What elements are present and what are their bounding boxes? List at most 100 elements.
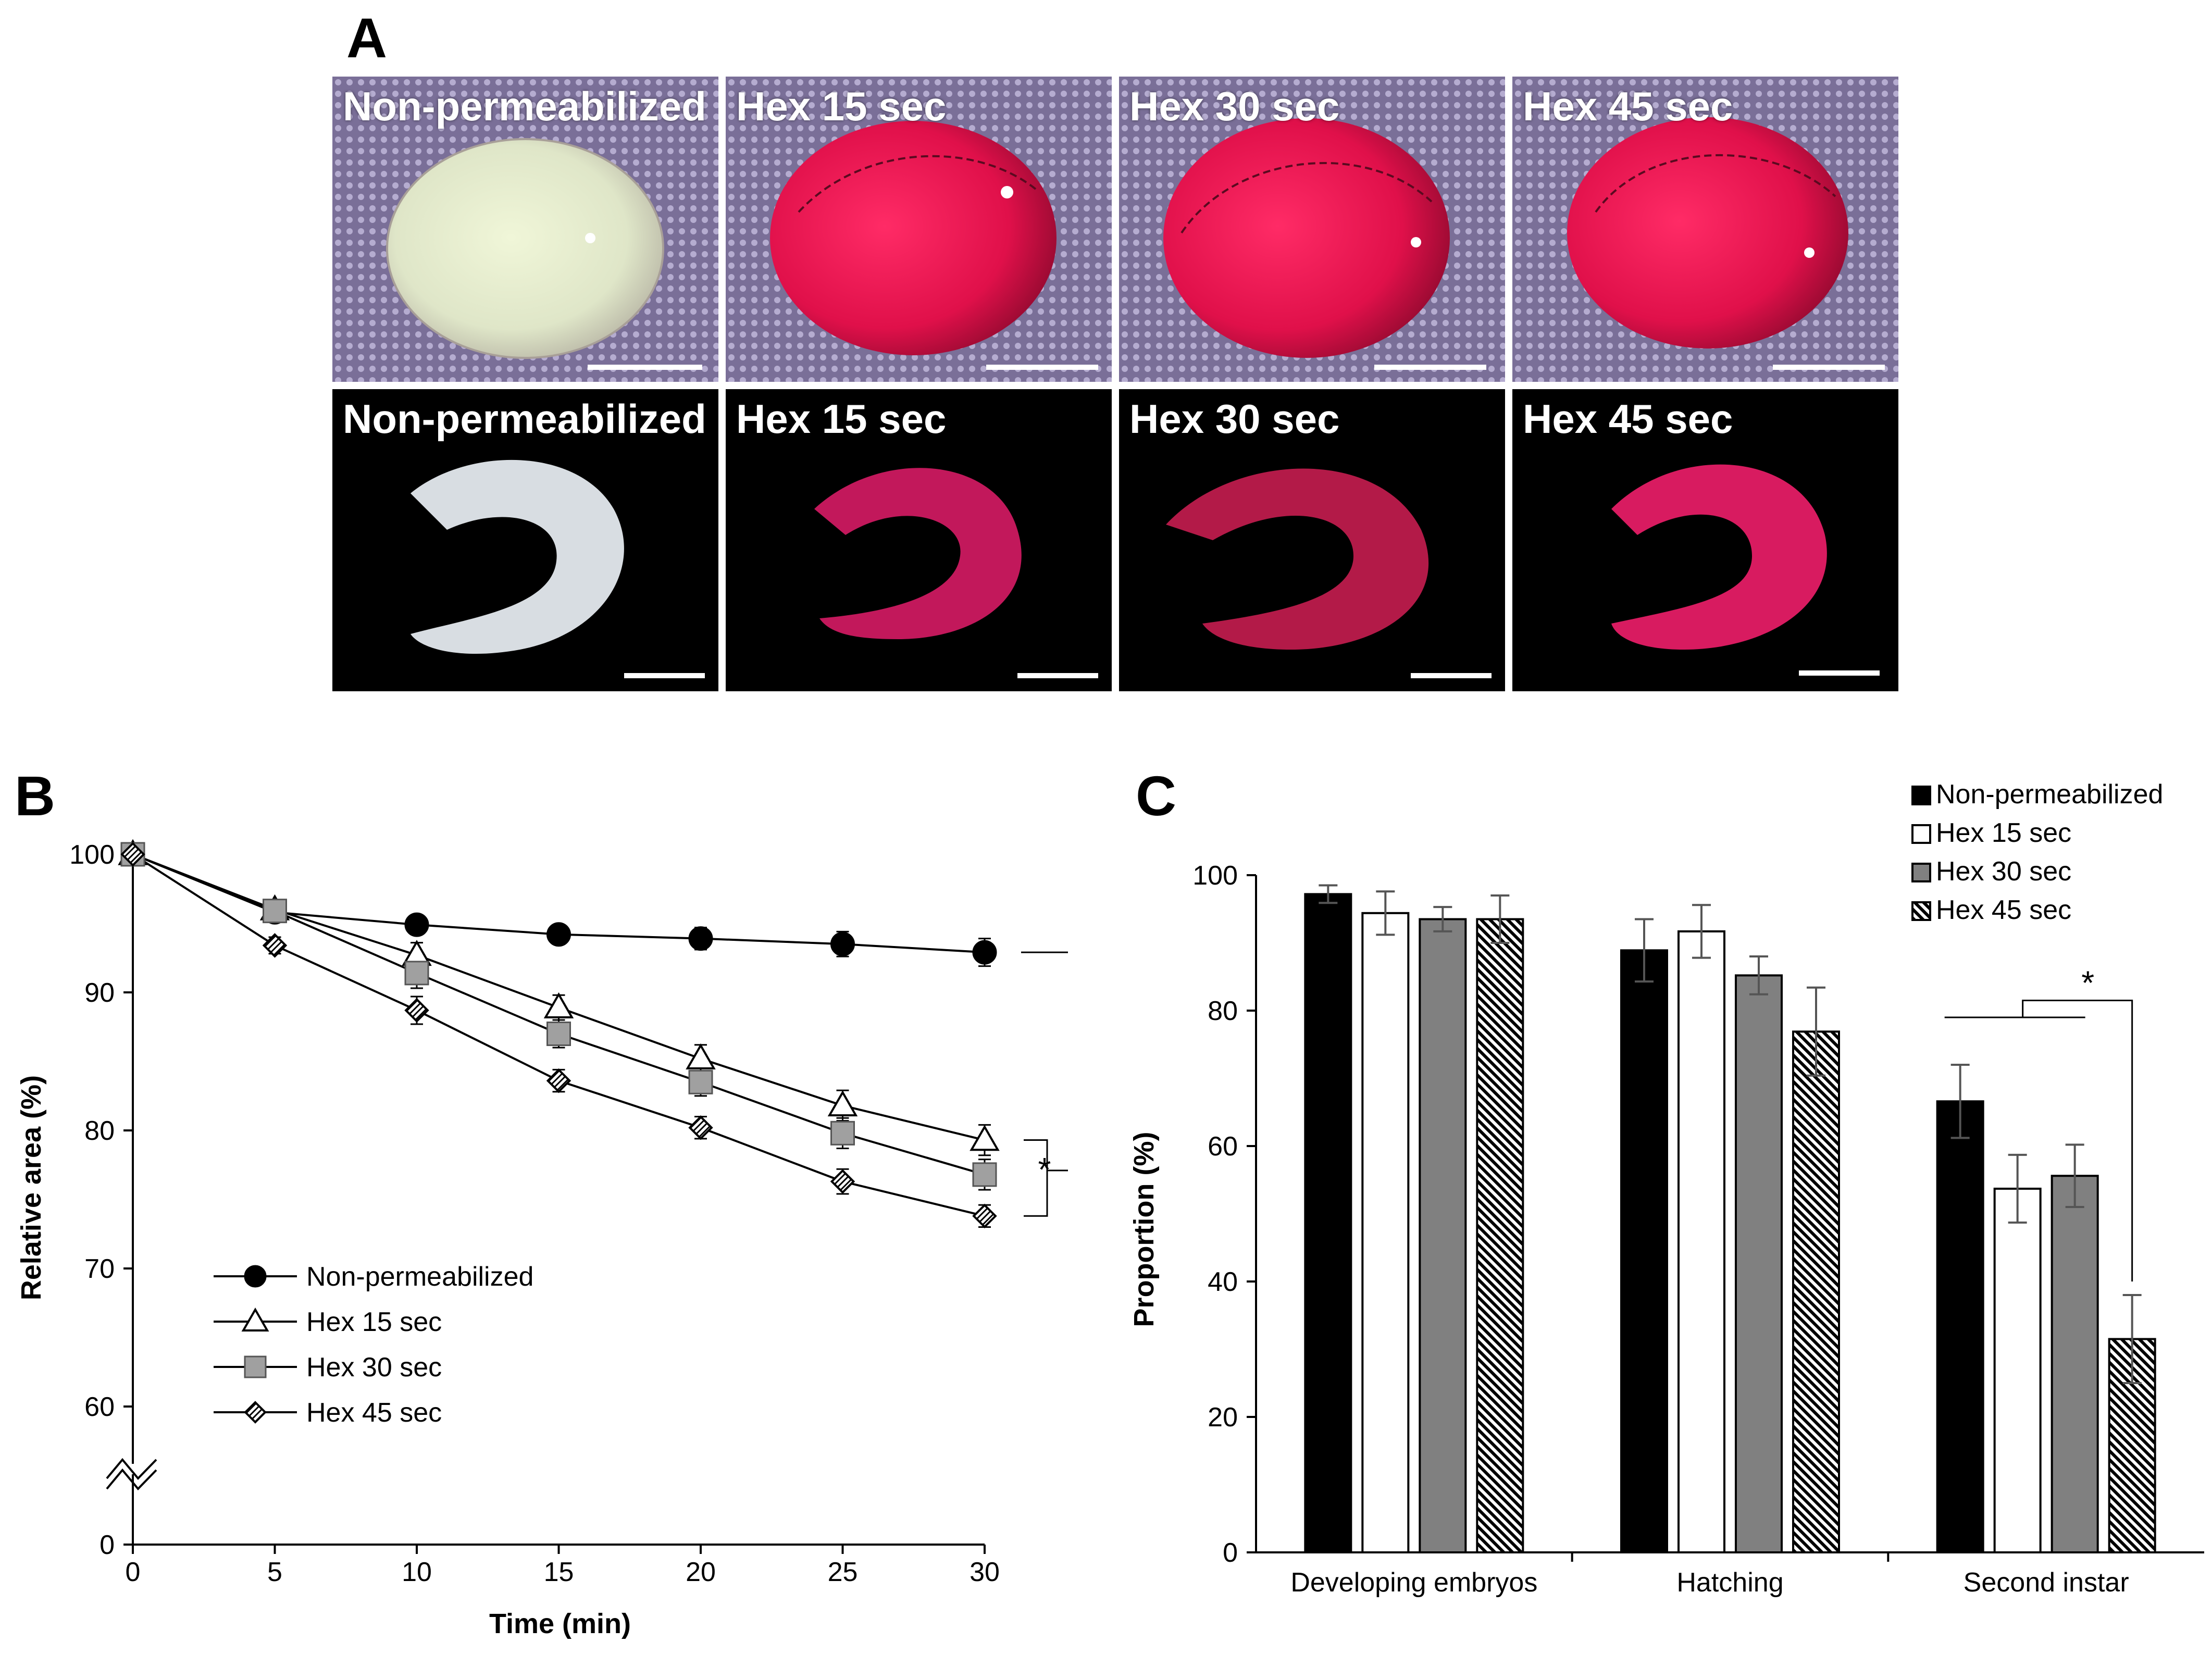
embryo-label-hex-30: Hex 30 sec <box>1129 396 1340 442</box>
b-point-hex-45-sec <box>830 1169 855 1194</box>
c-y-tick-label: 40 <box>1208 1267 1238 1297</box>
embryo-image-unstained <box>411 459 624 654</box>
b-x-tick-label: 10 <box>402 1557 432 1587</box>
c-y-tick-label: 0 <box>1223 1538 1238 1568</box>
embryo-image-stained <box>1166 468 1429 650</box>
b-point-hex-45-sec <box>972 1203 997 1229</box>
b-point-hex-45-sec <box>688 1115 713 1140</box>
embryo-tile-hex-30: Hex 30 sec <box>1119 389 1505 691</box>
b-point-non-permeabilized <box>546 922 571 947</box>
b-point-hex-15-sec <box>970 1125 1000 1151</box>
embryo-image-stained <box>1611 464 1827 650</box>
scale-bar <box>1773 365 1885 370</box>
c-significance-star: * <box>2081 964 2094 1002</box>
b-x-tick-label: 30 <box>970 1557 1000 1587</box>
b-point-non-permeabilized <box>830 931 855 956</box>
b-x-tick-label: 15 <box>544 1557 574 1587</box>
c-plot-area: * <box>1304 884 2156 1553</box>
b-significance-star: * <box>1038 1151 1051 1188</box>
c-category-label: Second instar <box>1964 1567 2129 1598</box>
c-axes: 0 20 40 60 80 100 Developing embryos Hatching Se… <box>1192 861 2204 1598</box>
b-y-tick-label: 90 <box>84 978 115 1008</box>
c-y-axis-title: Proportion (%) <box>1128 1132 1160 1327</box>
c-y-tick-label: 20 <box>1208 1402 1238 1433</box>
b-point-hex-15-sec <box>543 992 574 1018</box>
b-point-non-permeabilized <box>972 940 997 965</box>
b-point-hex-15-sec <box>686 1043 716 1069</box>
c-category-label: Hatching <box>1676 1567 1783 1598</box>
b-point-hex-30-sec <box>688 1069 713 1094</box>
b-y-tick-label: 80 <box>84 1116 115 1146</box>
egg-image-stained <box>1119 77 1505 382</box>
b-x-tick-label: 25 <box>828 1557 858 1587</box>
c-category-label: Developing embryos <box>1290 1567 1537 1598</box>
egg-label-hex-30: Hex 30 sec <box>1129 83 1340 129</box>
b-legend-marker <box>244 1355 267 1378</box>
egg-image-unstained <box>332 77 718 382</box>
c-bar-non-permeabilized <box>1304 893 1352 1553</box>
panel-b-line-chart: 0 60 70 80 90 100 0 5 10 15 20 25 30 ** Time (min) R… <box>16 839 1068 1639</box>
c-bar-hex-30-sec <box>2051 1175 2099 1553</box>
b-x-axis-title: Time (min) <box>489 1608 631 1639</box>
egg-label-hex-15: Hex 15 sec <box>736 83 947 129</box>
c-y-tick-label: 100 <box>1192 861 1238 891</box>
b-axes: 0 60 70 80 90 100 0 5 10 15 20 25 30 <box>69 840 1000 1587</box>
b-legend: Non-permeabilized Hex 15 sec Hex 30 sec Hex… <box>214 1262 533 1428</box>
b-y-tick-label: 70 <box>84 1254 115 1284</box>
panel-label-c: C <box>1136 764 1176 827</box>
egg-image-stained <box>1512 77 1898 382</box>
b-axis-break-mark <box>106 1468 157 1490</box>
c-bar-non-permeabilized <box>1936 1100 1984 1553</box>
b-legend-label: Hex 45 sec <box>306 1398 442 1428</box>
egg-label-hex-45: Hex 45 sec <box>1523 83 1733 129</box>
scale-bar <box>986 365 1098 370</box>
b-significance-bracket <box>1024 1139 1048 1217</box>
scale-bar <box>1411 673 1492 678</box>
b-significance-bracket <box>1021 951 1068 1172</box>
c-legend-swatch <box>1911 863 1931 882</box>
b-point-hex-30-sec <box>263 899 287 924</box>
b-y-axis-title: Relative area (%) <box>16 1075 47 1300</box>
c-legend-label: Hex 45 sec <box>1936 895 2071 925</box>
embryo-tile-hex-45: Hex 45 sec <box>1512 389 1898 691</box>
panel-label-a: A <box>346 6 387 69</box>
c-legend: Non-permeabilized Hex 15 sec Hex 30 sec Hex… <box>1911 779 2163 925</box>
scale-bar <box>624 673 705 678</box>
embryo-label-hex-15: Hex 15 sec <box>736 396 947 442</box>
c-y-tick-label: 60 <box>1208 1131 1238 1162</box>
c-legend-label: Hex 30 sec <box>1936 856 2071 887</box>
c-bar-hex-15-sec <box>1677 930 1725 1553</box>
c-legend-swatch <box>1911 901 1931 921</box>
b-legend-label: Non-permeabilized <box>306 1262 533 1292</box>
scale-bar <box>1374 365 1486 370</box>
embryo-tile-hex-15: Hex 15 sec <box>726 389 1112 691</box>
egg-tile-hex-15: Hex 15 sec <box>726 77 1112 382</box>
b-plot-area: ** <box>118 839 1068 1229</box>
c-legend-swatch <box>1911 824 1931 844</box>
b-x-tick-label: 0 <box>126 1557 141 1587</box>
b-point-hex-15-sec <box>827 1090 858 1116</box>
b-x-tick-label: 20 <box>686 1557 716 1587</box>
b-point-hex-30-sec <box>830 1121 855 1146</box>
embryo-label-non-permeabilized: Non-permeabilized <box>343 396 706 442</box>
c-significance-bracket <box>2022 1000 2133 1281</box>
b-legend-marker <box>244 1401 267 1424</box>
c-bar-hex-45-sec <box>1476 918 1524 1553</box>
egg-label-non-permeabilized: Non-permeabilized <box>343 83 706 129</box>
scale-bar <box>588 365 702 370</box>
b-legend-marker <box>244 1265 267 1288</box>
c-y-tick-label: 80 <box>1208 996 1238 1026</box>
b-y-tick-label: 60 <box>84 1392 115 1422</box>
egg-image-stained <box>726 77 1112 382</box>
egg-tile-non-permeabilized: Non-permeabilized <box>332 77 718 382</box>
embryo-label-hex-45: Hex 45 sec <box>1523 396 1733 442</box>
b-point-hex-45-sec <box>120 842 145 867</box>
b-point-hex-45-sec <box>404 998 429 1023</box>
embryo-image-stained <box>814 468 1022 639</box>
b-point-hex-30-sec <box>404 961 429 986</box>
panel-a-photo-grid: Non-permeabilized Hex 15 sec Hex 30 sec <box>332 77 1898 691</box>
b-axis-break-mark <box>106 1458 157 1480</box>
egg-tile-hex-45: Hex 45 sec <box>1512 77 1898 382</box>
c-legend-label: Hex 15 sec <box>1936 818 2071 848</box>
b-y-tick-label: 100 <box>69 840 115 870</box>
